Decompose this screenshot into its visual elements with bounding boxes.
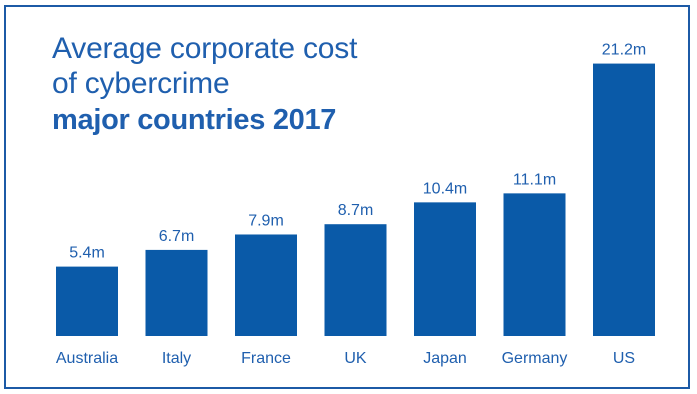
data-label-germany: 11.1m [513,171,556,188]
data-label-japan: 10.4m [423,180,467,197]
bar-italy [145,249,208,336]
x-tick-label-germany: Germany [502,350,568,367]
chart-title-line-1: Average corporate cost [52,32,358,65]
x-tick-label-uk: UK [344,350,367,367]
chart-subtitle: major countries 2017 [52,103,337,136]
bar-australia [56,266,118,336]
data-label-italy: 6.7m [159,228,195,245]
bar-france [235,234,297,336]
data-label-australia: 5.4m [69,245,105,262]
chart-title-block: Average corporate cost of cybercrime maj… [52,31,357,137]
data-label-us: 21.2m [602,42,646,59]
bar-japan [414,202,476,336]
data-label-uk: 8.7m [338,202,374,219]
data-label-france: 7.9m [248,212,284,229]
x-tick-label-us: US [613,350,635,367]
x-tick-label-italy: Italy [162,350,191,367]
x-tick-label-japan: Japan [423,350,467,367]
bar-us [593,63,655,336]
x-tick-label-australia: Australia [56,350,118,367]
chart-title-line-2: of cybercrime [52,67,230,101]
bar-germany [503,193,566,336]
bar-uk [324,224,387,336]
x-tick-label-france: France [241,350,291,367]
